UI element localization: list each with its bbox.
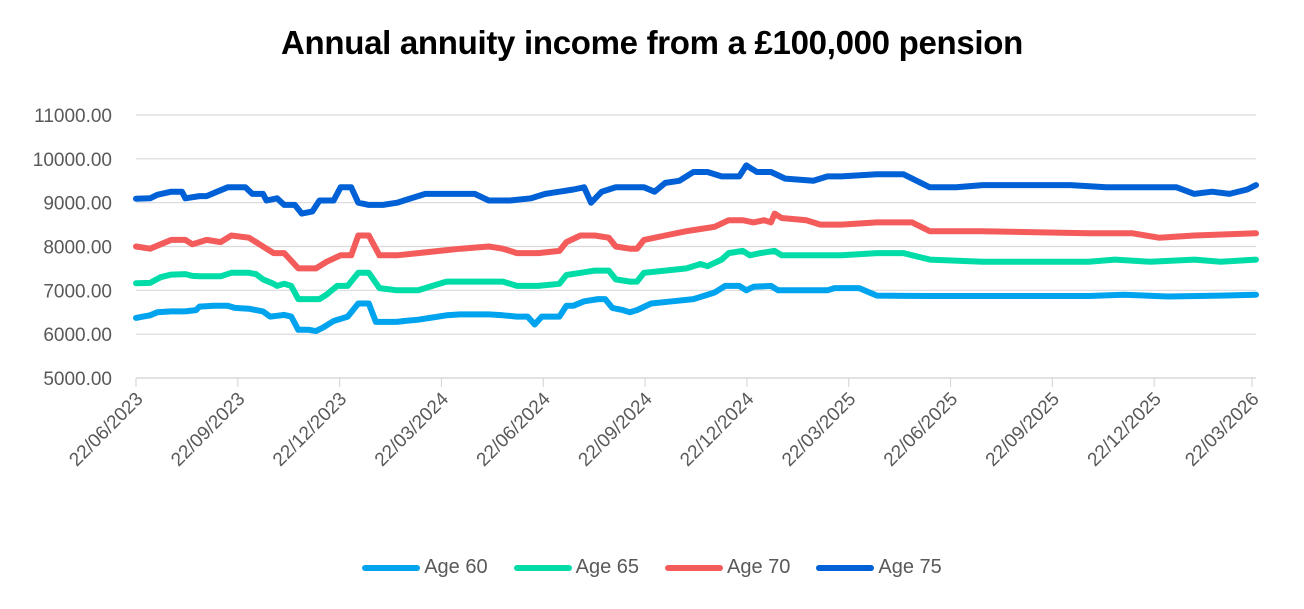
y-tick-label: 6000.00 (43, 325, 112, 346)
x-tick-label: 22/09/2024 (575, 388, 657, 470)
y-axis: 11000.00 10000.00 9000.00 8000.00 7000.00 600… (33, 106, 112, 390)
legend-item-age-75[interactable]: Age 75 (816, 556, 942, 579)
legend-swatch-icon (816, 564, 875, 571)
x-tick-label: 22/03/2026 (1181, 389, 1263, 471)
series-line-age-65[interactable] (133, 247, 1259, 303)
series-line-age-60[interactable] (133, 282, 1259, 335)
series-line-age-70[interactable] (133, 210, 1259, 272)
legend: Age 60 Age 65 Age 70 Age 75 (0, 556, 1304, 579)
x-tick-label: 22/09/2023 (167, 389, 249, 471)
x-tick-label: 22/06/2023 (65, 389, 147, 471)
legend-label: Age 60 (424, 556, 488, 578)
legend-swatch-icon (665, 564, 723, 571)
gridlines (136, 114, 1256, 379)
x-axis: 22/06/2023 22/09/2023 22/12/2023 22/03/2024… (65, 378, 1264, 471)
legend-label: Age 75 (878, 556, 942, 578)
y-tick-label: 11000.00 (34, 106, 112, 127)
x-tick-label: 22/12/2023 (269, 389, 351, 471)
legend-item-age-70[interactable]: Age 70 (665, 556, 790, 579)
x-tick-label: 22/12/2024 (676, 388, 758, 470)
legend-label: Age 65 (575, 556, 639, 578)
y-tick-label: 7000.00 (43, 281, 112, 302)
legend-swatch-icon (362, 564, 421, 571)
chart-title: Annual annuity income from a £100,000 pe… (280, 24, 1024, 61)
y-tick-label: 10000.00 (33, 150, 112, 171)
y-tick-label: 8000.00 (43, 238, 112, 259)
x-tick-label: 22/03/2024 (371, 388, 453, 470)
x-tick-label: 22/03/2025 (778, 389, 860, 471)
series-line-age-75[interactable] (133, 162, 1259, 217)
x-tick-label: 22/12/2025 (1084, 389, 1166, 471)
x-tick-label: 22/06/2025 (880, 389, 962, 471)
x-tick-label: 22/06/2024 (473, 388, 555, 470)
legend-item-age-60[interactable]: Age 60 (362, 556, 488, 579)
legend-swatch-icon (513, 564, 572, 571)
series-lines (133, 162, 1259, 335)
x-tick-label: 22/09/2025 (982, 389, 1064, 471)
legend-label: Age 70 (727, 556, 791, 578)
legend-item-age-65[interactable]: Age 65 (513, 556, 639, 579)
y-tick-label: 9000.00 (43, 194, 112, 215)
y-tick-label: 5000.00 (43, 369, 112, 390)
